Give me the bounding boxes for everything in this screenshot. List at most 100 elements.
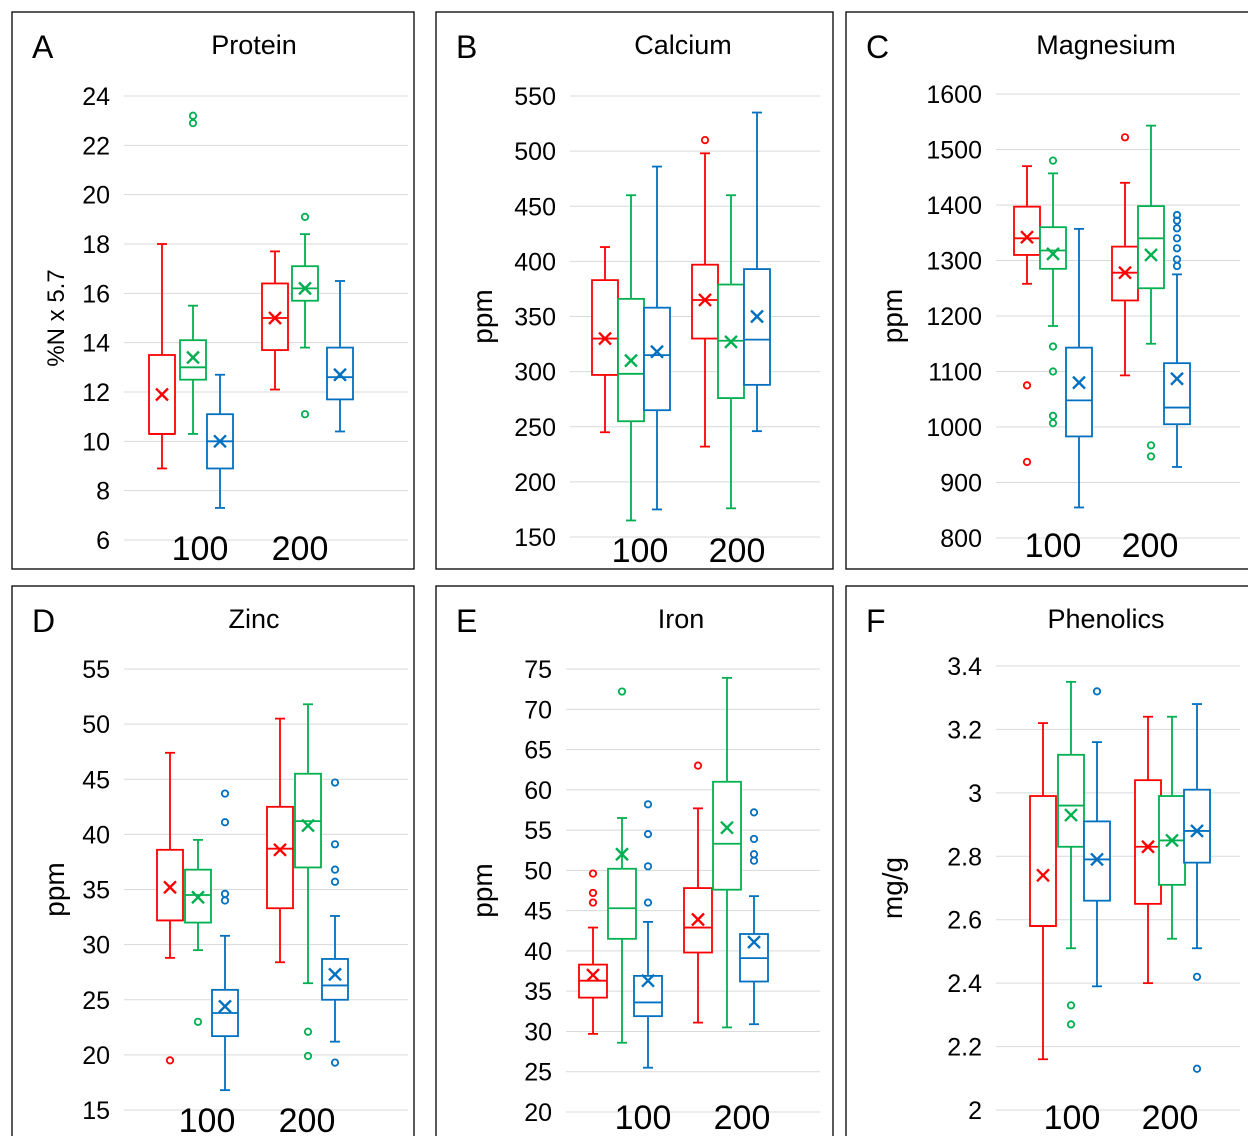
- box-100-red: [156, 751, 184, 1065]
- box-body: [712, 780, 742, 891]
- box-200-blue: [326, 280, 354, 433]
- box-body: [1137, 205, 1165, 290]
- y-tick-label: 70: [524, 696, 552, 724]
- outlier-point: [303, 1027, 313, 1036]
- mean-marker: [191, 890, 205, 905]
- y-tick-label: 75: [524, 656, 552, 684]
- outlier-point: [1022, 381, 1032, 390]
- y-tick-label: 12: [82, 379, 110, 407]
- chart-title: Calcium: [634, 30, 732, 60]
- y-tick-label: 400: [514, 248, 556, 276]
- y-tick-label: 35: [524, 978, 552, 1006]
- mean-marker: [720, 820, 734, 835]
- box-200-blue: [739, 808, 769, 1026]
- box-200-red: [266, 717, 294, 964]
- y-tick-label: 1600: [926, 81, 982, 109]
- box-100-green: [607, 687, 637, 1044]
- y-tick-label: 450: [514, 193, 556, 221]
- box-200-green: [1137, 124, 1165, 461]
- y-tick-label: 15: [82, 1097, 110, 1125]
- y-axis-label: %N x 5.7: [43, 269, 70, 366]
- outlier-point: [588, 898, 598, 907]
- outlier-point: [693, 761, 703, 770]
- box-body: [743, 268, 771, 386]
- mean-marker: [624, 353, 638, 368]
- mean-marker: [1165, 833, 1179, 848]
- outlier-point: [1048, 156, 1058, 165]
- y-tick-label: 60: [524, 777, 552, 805]
- mean-marker: [691, 912, 705, 927]
- mean-marker: [698, 293, 712, 307]
- box-200-green: [717, 194, 745, 510]
- chart-panel-d: 15 20 25 30 35 40 45 50 55 D Zinc ppm 100 200: [11, 585, 415, 1141]
- outlier-point: [1172, 234, 1182, 243]
- y-tick-label: 25: [82, 987, 110, 1015]
- y-tick-label: 55: [82, 656, 110, 684]
- y-tick-label: 2.2: [947, 1034, 982, 1062]
- box-100-red: [578, 869, 608, 1035]
- y-tick-label: 22: [82, 132, 110, 160]
- outlier-point: [300, 410, 310, 419]
- box-body: [633, 974, 663, 1018]
- box-body: [591, 279, 619, 376]
- mean-marker: [213, 434, 227, 449]
- mean-marker: [268, 311, 282, 325]
- panel-frame: [845, 585, 1248, 1141]
- outlier-point: [1172, 261, 1182, 271]
- outlier-point: [749, 834, 759, 844]
- outlier-point: [165, 1056, 175, 1065]
- y-tick-label: 1400: [926, 192, 982, 220]
- y-tick-label: 20: [82, 1042, 110, 1070]
- outlier-point: [330, 865, 340, 874]
- outlier-point: [188, 119, 198, 128]
- box-body: [643, 306, 671, 412]
- y-tick-label: 800: [940, 525, 982, 553]
- box-200-red: [691, 136, 719, 448]
- box-200-red: [1111, 133, 1139, 377]
- outlier-point: [1048, 342, 1058, 351]
- outlier-point: [1192, 972, 1202, 981]
- box-100-blue: [643, 165, 671, 511]
- y-tick-label: 14: [82, 330, 110, 358]
- x-category-label: 200: [1142, 1099, 1199, 1136]
- y-tick-label: 1000: [926, 414, 982, 442]
- box-body: [1029, 795, 1057, 927]
- outlier-point: [700, 136, 710, 145]
- y-tick-label: 20: [82, 182, 110, 210]
- y-tick-label: 40: [524, 938, 552, 966]
- outlier-point: [330, 1058, 340, 1067]
- chart-panel-e: 20 25 30 35 40 45 50 55 60 65 70 75 E Iron ppm 100 200: [435, 585, 834, 1141]
- box-body: [321, 958, 349, 1001]
- y-tick-label: 18: [82, 231, 110, 259]
- outlier-point: [188, 111, 198, 120]
- chart-title: Iron: [658, 604, 705, 634]
- box-100-green: [184, 838, 212, 1026]
- x-category-label: 200: [714, 1099, 771, 1136]
- outlier-point: [330, 840, 340, 849]
- outlier-point: [1120, 133, 1130, 142]
- outlier-point: [1048, 419, 1058, 428]
- box-200-blue: [743, 111, 771, 433]
- x-category-label: 100: [172, 530, 229, 568]
- box-200-blue: [321, 778, 349, 1067]
- box-200-red: [261, 250, 289, 391]
- outlier-point: [1048, 411, 1058, 420]
- box-body: [1057, 753, 1085, 848]
- mean-marker: [155, 387, 169, 402]
- y-tick-label: 350: [514, 304, 556, 332]
- box-200-green: [1158, 715, 1186, 940]
- panel-letter: F: [866, 603, 886, 639]
- box-100-green: [617, 194, 645, 522]
- outlier-point: [300, 212, 310, 221]
- panel-frame: [435, 585, 834, 1141]
- y-tick-label: 24: [82, 83, 110, 111]
- outlier-point: [220, 789, 230, 798]
- y-tick-label: 8: [96, 478, 110, 506]
- mean-marker: [724, 335, 738, 349]
- outlier-point: [1048, 367, 1058, 376]
- mean-marker: [1090, 852, 1104, 867]
- y-tick-label: 1200: [926, 303, 982, 331]
- x-category-label: 200: [272, 530, 329, 568]
- x-category-label: 100: [179, 1102, 236, 1136]
